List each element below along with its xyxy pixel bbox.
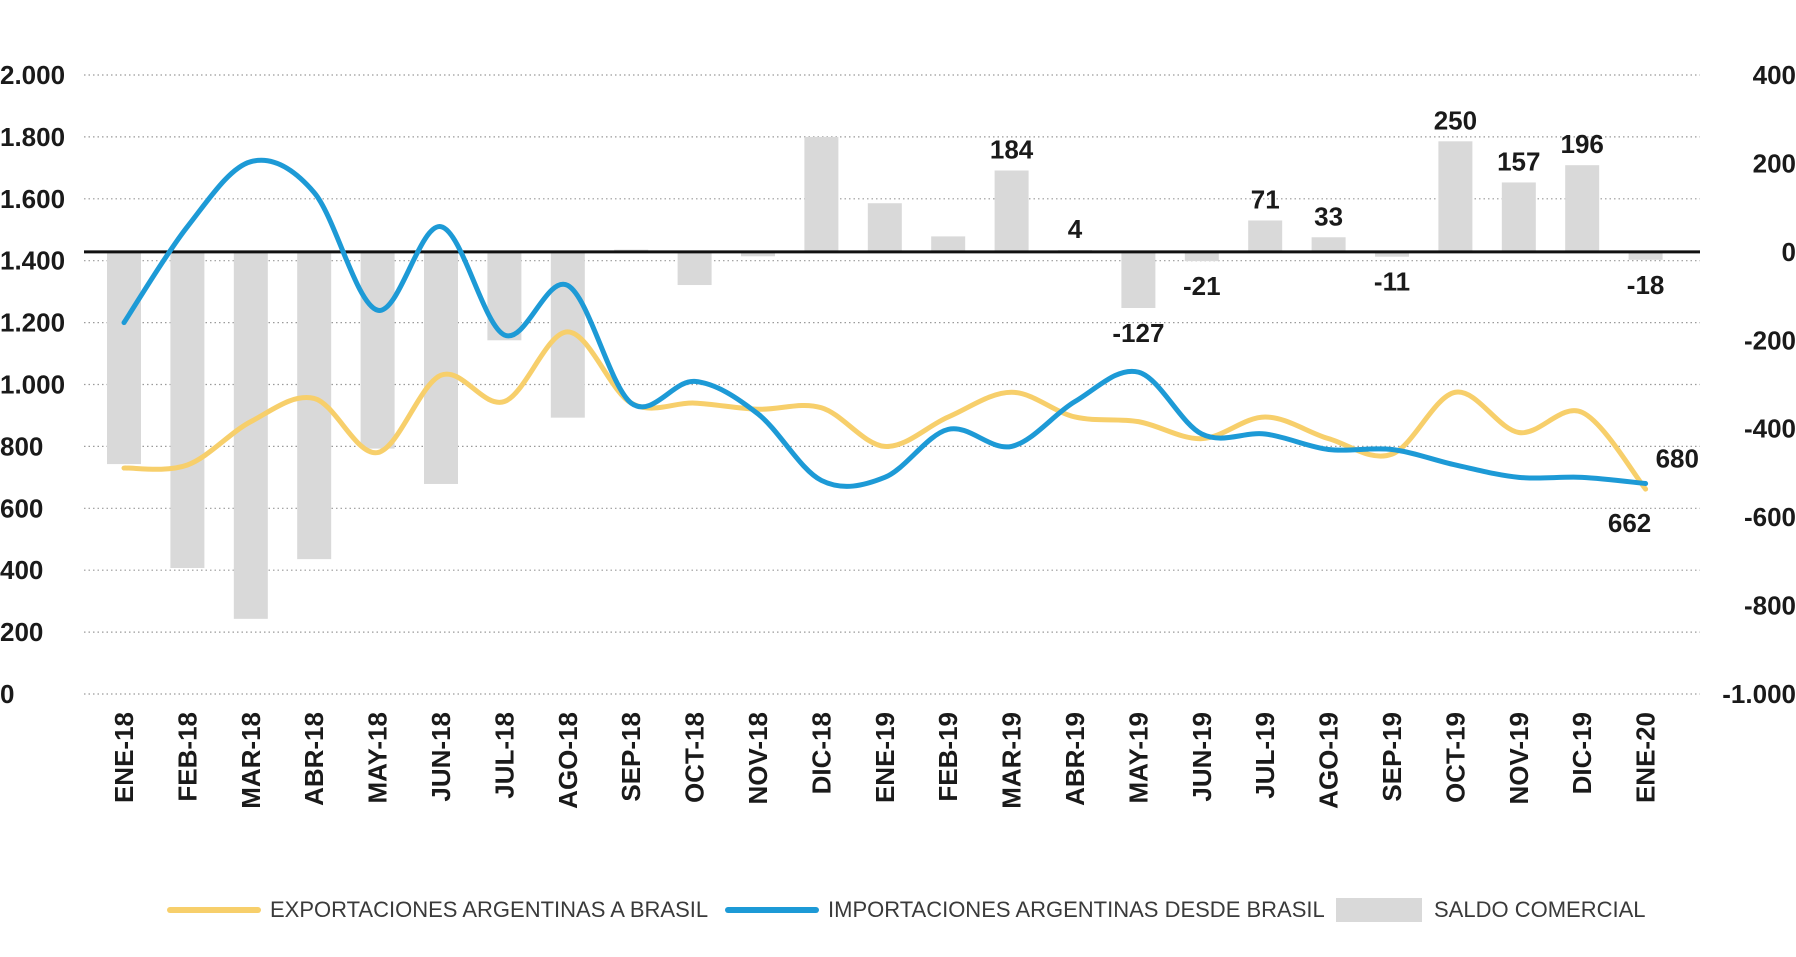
saldo-bar bbox=[487, 251, 522, 341]
data-label: 71 bbox=[1251, 184, 1280, 214]
saldo-bar bbox=[1121, 251, 1156, 309]
category-label: MAR-19 bbox=[997, 712, 1027, 809]
left-tick-label: 1.400 bbox=[0, 246, 65, 276]
gridlines bbox=[84, 74, 1700, 695]
saldo-bar bbox=[994, 170, 1029, 252]
left-tick-label: 600 bbox=[0, 493, 43, 523]
data-label: -21 bbox=[1183, 271, 1221, 301]
category-label: SEP-18 bbox=[616, 712, 646, 802]
legend: EXPORTACIONES ARGENTINAS A BRASIL IMPORTA… bbox=[167, 897, 1646, 922]
left-axis-ticks: 0 200 400 600 800 1.000 1.200 1.400 1.600 1.800 2.… bbox=[0, 60, 65, 709]
saldo-bar bbox=[1438, 141, 1473, 252]
saldo-bar bbox=[1628, 251, 1663, 260]
legend-label: IMPORTACIONES ARGENTINAS DESDE BRASIL bbox=[828, 897, 1325, 922]
right-tick-label: 400 bbox=[1753, 60, 1796, 90]
category-label: JUL-19 bbox=[1250, 712, 1280, 799]
right-tick-label: -400 bbox=[1744, 414, 1796, 444]
saldo-bar bbox=[233, 251, 268, 619]
category-label: MAY-18 bbox=[363, 712, 393, 804]
data-label: 250 bbox=[1434, 105, 1477, 135]
saldo-bar bbox=[677, 251, 712, 286]
right-tick-label: -200 bbox=[1744, 325, 1796, 355]
data-label: 184 bbox=[990, 135, 1034, 165]
legend-label: SALDO COMERCIAL bbox=[1434, 897, 1646, 922]
data-label: 662 bbox=[1608, 508, 1651, 538]
data-label: 157 bbox=[1497, 146, 1540, 176]
category-label: OCT-18 bbox=[680, 712, 710, 803]
saldo-bar bbox=[360, 251, 395, 449]
saldo-bar bbox=[1184, 251, 1219, 262]
left-tick-label: 2.000 bbox=[0, 60, 65, 90]
category-label: JUN-18 bbox=[426, 712, 456, 802]
saldo-bar bbox=[1565, 165, 1600, 252]
saldo-bar bbox=[867, 203, 902, 252]
left-tick-label: 200 bbox=[0, 617, 43, 647]
category-labels: ENE-18 FEB-18 MAR-18 ABR-18 MAY-18 JUN-18 JUL-… bbox=[109, 712, 1661, 809]
category-label: NOV-18 bbox=[743, 712, 773, 805]
data-label: -11 bbox=[1374, 267, 1410, 297]
category-label: FEB-18 bbox=[172, 712, 202, 802]
exportaciones-line bbox=[121, 329, 1649, 492]
left-tick-label: 1.000 bbox=[0, 370, 65, 400]
data-labels: 184 4 -127 -21 71 33 -11 250 157 196 -18 680 662 bbox=[990, 105, 1699, 538]
saldo-bar bbox=[107, 251, 141, 465]
left-tick-label: 0 bbox=[0, 679, 14, 709]
saldo-bar bbox=[170, 251, 205, 568]
category-label: SEP-19 bbox=[1377, 712, 1407, 802]
left-tick-label: 1.200 bbox=[0, 308, 65, 338]
category-label: NOV-19 bbox=[1504, 712, 1534, 805]
saldo-bar bbox=[424, 251, 458, 484]
category-label: ENE-18 bbox=[109, 712, 139, 803]
right-tick-label: -600 bbox=[1744, 502, 1796, 532]
data-label: 680 bbox=[1656, 444, 1699, 474]
category-label: DIC-18 bbox=[806, 712, 836, 794]
category-label: AGO-18 bbox=[553, 712, 583, 809]
left-tick-label: 1.600 bbox=[0, 184, 65, 214]
saldo-bar bbox=[1311, 237, 1346, 252]
category-label: OCT-19 bbox=[1440, 712, 1470, 803]
category-label: ABR-18 bbox=[299, 712, 329, 806]
data-label: 4 bbox=[1068, 214, 1083, 244]
data-label: -18 bbox=[1627, 270, 1665, 300]
saldo-bar bbox=[804, 136, 839, 252]
right-tick-label: 0 bbox=[1782, 237, 1796, 267]
category-label: MAY-19 bbox=[1123, 712, 1153, 804]
saldo-bar bbox=[931, 236, 966, 252]
category-label: DIC-19 bbox=[1567, 712, 1597, 794]
category-label: MAR-18 bbox=[236, 712, 266, 809]
left-tick-label: 400 bbox=[0, 555, 43, 585]
category-label: JUL-18 bbox=[489, 712, 519, 799]
category-label: AGO-19 bbox=[1314, 712, 1344, 809]
category-label: ENE-19 bbox=[870, 712, 900, 803]
category-label: ABR-19 bbox=[1060, 712, 1090, 806]
legend-label: EXPORTACIONES ARGENTINAS A BRASIL bbox=[270, 897, 708, 922]
data-label: 196 bbox=[1561, 129, 1604, 159]
saldo-bar bbox=[1375, 251, 1409, 257]
saldo-bar bbox=[1501, 182, 1536, 252]
category-label: FEB-19 bbox=[933, 712, 963, 802]
left-tick-label: 1.800 bbox=[0, 122, 65, 152]
category-label: ENE-20 bbox=[1631, 712, 1661, 803]
legend-swatch bbox=[1336, 898, 1422, 922]
category-label: JUN-19 bbox=[1187, 712, 1217, 802]
saldo-bar bbox=[741, 251, 775, 257]
series-lines bbox=[121, 157, 1649, 492]
right-axis-ticks: -1.000 -800 -600 -400 -200 0 200 400 bbox=[1722, 60, 1796, 709]
left-tick-label: 800 bbox=[0, 431, 43, 461]
right-tick-label: 200 bbox=[1753, 148, 1796, 178]
saldo-bar bbox=[1248, 220, 1283, 252]
right-tick-label: -1.000 bbox=[1722, 679, 1796, 709]
data-label: -127 bbox=[1112, 318, 1164, 348]
importaciones-line bbox=[121, 157, 1649, 489]
right-tick-label: -800 bbox=[1744, 591, 1796, 621]
saldo-bars bbox=[107, 136, 1663, 619]
data-label: 33 bbox=[1314, 201, 1343, 231]
